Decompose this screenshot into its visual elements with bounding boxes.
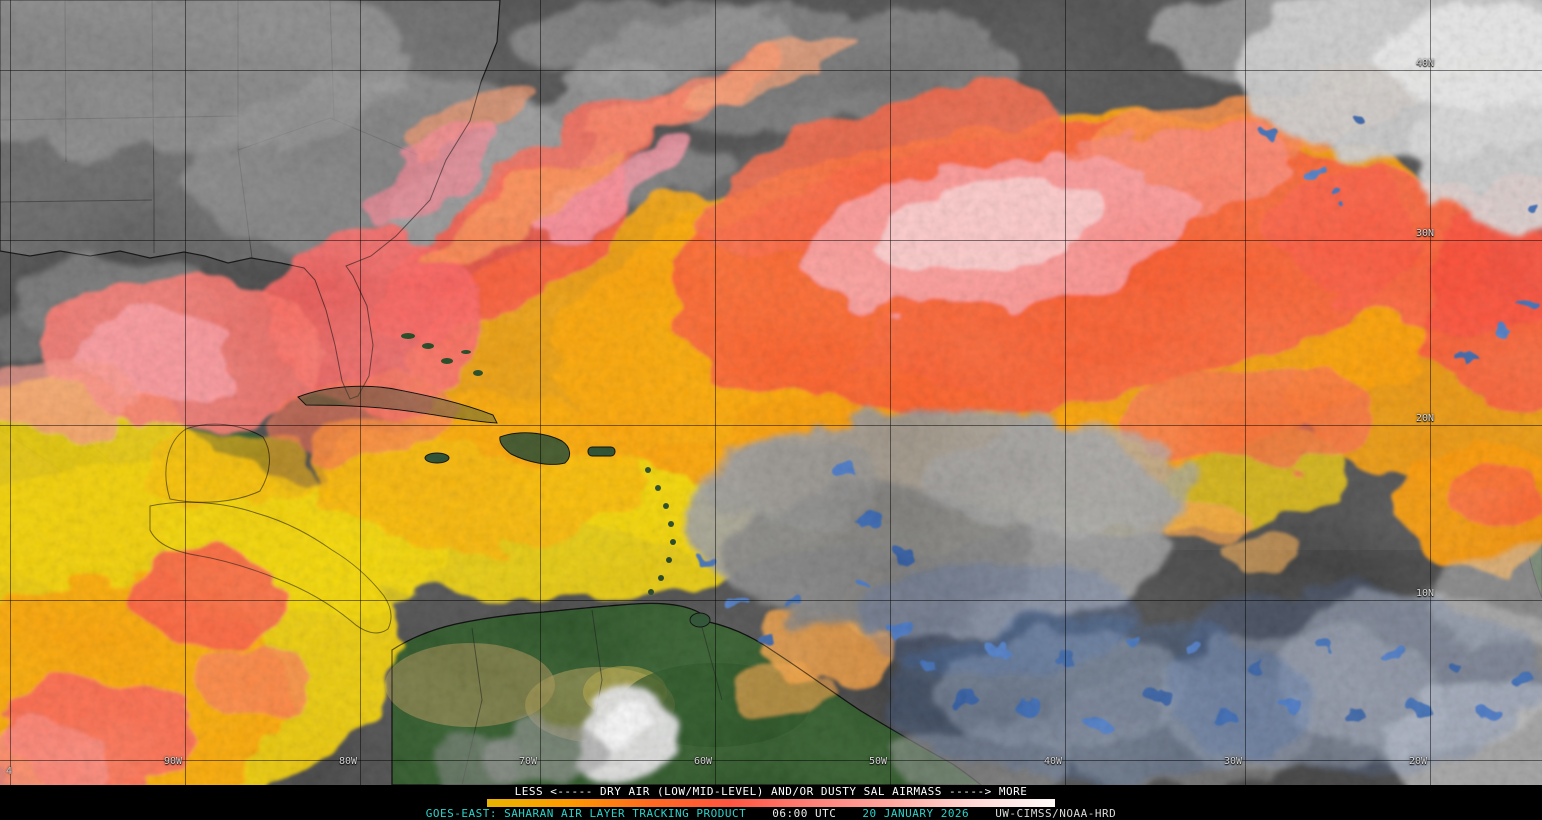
satellite-scene: [0, 0, 1542, 785]
satellite-map: 90W 80W 70W 60W 50W 40W 30W 20W 40N 30N 20N 10N 4: [0, 0, 1542, 785]
corner-mark: 4: [6, 766, 13, 777]
colorbar-row: [0, 798, 1542, 808]
product-title-bar: GOES-EAST: SAHARAN AIR LAYER TRACKING PR…: [0, 808, 1542, 820]
product-time: 06:00 UTC: [772, 807, 837, 820]
product-credit: UW-CIMSS/NOAA-HRD: [995, 807, 1117, 820]
grain-light: [0, 0, 1542, 785]
colorbar-caption: LESS <----- DRY AIR (LOW/MID-LEVEL) AND/…: [514, 785, 1028, 798]
product-name: GOES-EAST: SAHARAN AIR LAYER TRACKING PR…: [425, 807, 747, 820]
product-footer-block: LESS <----- DRY AIR (LOW/MID-LEVEL) AND/…: [0, 785, 1542, 820]
product-date: 20 JANUARY 2026: [862, 807, 970, 820]
colorbar-gradient: [487, 799, 1055, 807]
